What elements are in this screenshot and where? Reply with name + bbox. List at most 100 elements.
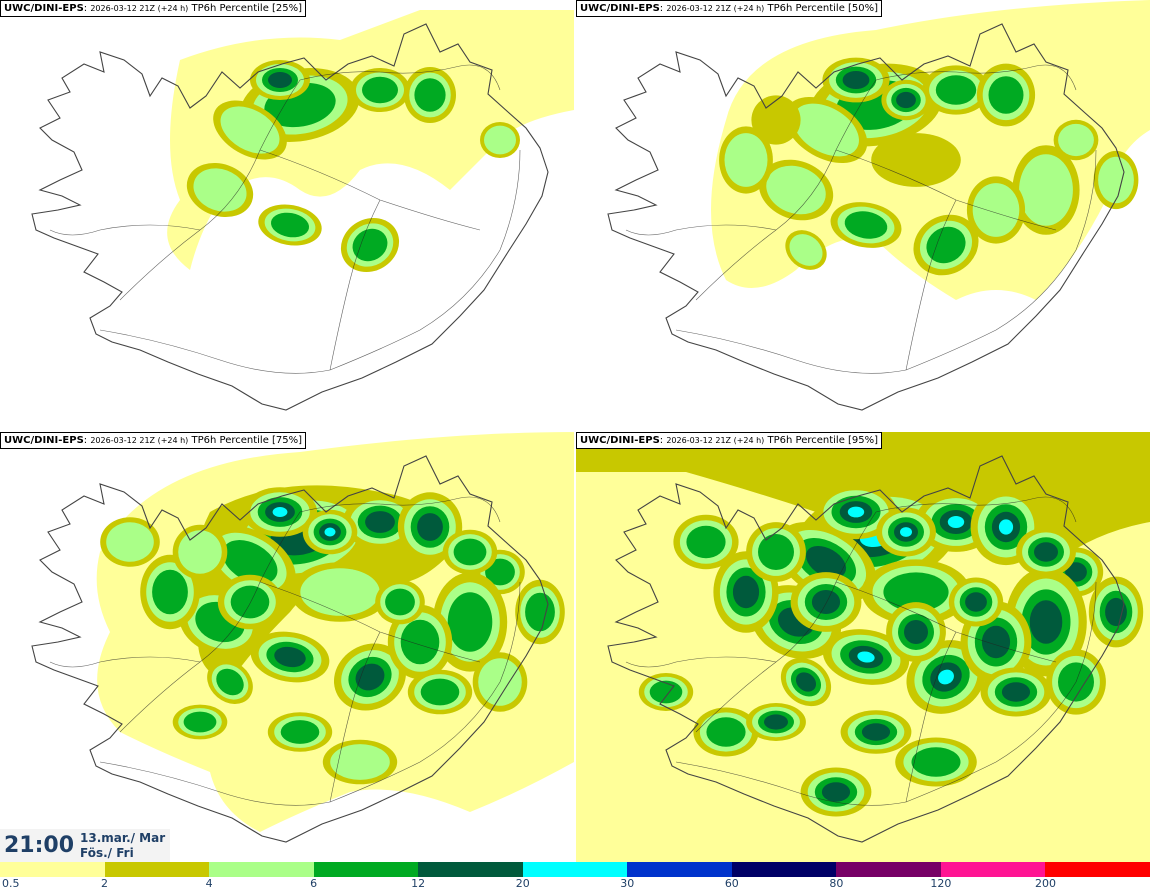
precip-contour (152, 569, 188, 615)
precip-contour (330, 744, 390, 780)
precip-contour (106, 522, 154, 562)
precip-contour (1065, 562, 1087, 582)
precip-contour (268, 72, 292, 88)
model-name: UWC/DINI-EPS (4, 435, 84, 446)
precip-contour (981, 625, 1011, 659)
road-line (49, 656, 201, 668)
coastline (607, 455, 1125, 843)
precip-contour (222, 540, 278, 584)
precip-contour (751, 95, 801, 145)
precip-contour (764, 714, 788, 730)
colorbar-tick-label: 12 (411, 877, 426, 890)
road-line (625, 224, 777, 236)
road-line (299, 496, 501, 523)
precip-contour (270, 212, 310, 238)
precip-contour (900, 527, 912, 537)
precip-contour (216, 668, 244, 696)
colorbar-segment (836, 862, 941, 877)
precip-contour (724, 133, 768, 187)
precip-contour (904, 620, 928, 644)
coastline (607, 23, 1125, 411)
run-time: 2026-03-12 21Z (+24 h) (90, 436, 189, 445)
valid-time-box: 21:00 13.mar./ Mar Fös./ Fri (0, 829, 170, 862)
precip-contour (274, 646, 306, 668)
colorbar-segment (418, 862, 523, 877)
map-panel-p75: UWC/DINI-EPS: 2026-03-12 21Z (+24 h) TP6… (0, 432, 574, 862)
colorbar-tick-label: 120 (930, 877, 952, 890)
precip-contour (649, 680, 683, 704)
precip-contour (230, 585, 270, 619)
precip-contour (447, 592, 493, 652)
colorbar-tick-label: 4 (205, 877, 213, 890)
road-line (675, 149, 1097, 374)
precip-contour (896, 91, 916, 109)
map-panel-p95: UWC/DINI-EPS: 2026-03-12 21Z (+24 h) TP6… (576, 432, 1150, 862)
precip-contour (732, 575, 760, 609)
road-line (329, 199, 381, 371)
run-time: 2026-03-12 21Z (+24 h) (666, 436, 765, 445)
colorbar-segment (940, 862, 1046, 877)
precip-contour (972, 183, 1020, 237)
precip-contour (355, 663, 385, 691)
precip-contour (178, 530, 222, 574)
model-name: UWC/DINI-EPS (580, 3, 660, 14)
precip-contour (821, 782, 851, 802)
precip-contour (453, 538, 487, 566)
precip-contour (1019, 154, 1073, 226)
precip-contour (400, 619, 440, 665)
precip-contour (857, 651, 875, 663)
field-label: TP6h Percentile [75%] (191, 435, 303, 446)
precip-contour (758, 534, 794, 570)
colorbar-segment (313, 862, 419, 877)
colorbar-tick-label: 6 (310, 877, 318, 890)
colorbar-segment (0, 862, 105, 877)
colorbar-tick-label: 60 (724, 877, 739, 890)
model-name: UWC/DINI-EPS (580, 435, 660, 446)
panel-title-p75: UWC/DINI-EPS: 2026-03-12 21Z (+24 h) TP6… (0, 432, 307, 449)
road-line (905, 199, 957, 371)
road-line (875, 64, 1077, 91)
precip-contour (842, 71, 870, 89)
precip-contour (485, 558, 515, 586)
field-label: TP6h Percentile [50%] (767, 3, 879, 14)
precip-contour (965, 592, 987, 612)
precip-colorbar (0, 862, 1150, 877)
precip-contour (193, 168, 247, 212)
road-line (119, 79, 301, 301)
road-line (875, 496, 1077, 523)
panel-title-p25: UWC/DINI-EPS: 2026-03-12 21Z (+24 h) TP6… (0, 0, 307, 17)
road-line (99, 581, 521, 806)
road-line (675, 581, 1097, 806)
precip-contour (706, 717, 746, 747)
precip-contour (385, 588, 415, 616)
road-line (49, 224, 201, 236)
precip-contour (300, 568, 380, 616)
colorbar-segment (731, 862, 837, 877)
precip-contour (805, 545, 847, 579)
map-panel-p25: UWC/DINI-EPS: 2026-03-12 21Z (+24 h) TP6… (0, 0, 574, 430)
road-line (119, 511, 301, 733)
precip-contour (183, 711, 217, 733)
colorbar-tick-label: 30 (620, 877, 635, 890)
valid-date: 13.mar./ Mar (80, 831, 166, 845)
precip-contour (793, 103, 859, 157)
precip-contour (847, 506, 865, 518)
precip-contour (795, 672, 817, 692)
map-panel-p50: UWC/DINI-EPS: 2026-03-12 21Z (+24 h) TP6… (576, 0, 1150, 430)
colorbar-segment (627, 862, 732, 877)
colorbar-segment (522, 862, 628, 877)
colorbar-segment (104, 862, 210, 877)
road-line (99, 149, 521, 374)
precip-contour (998, 519, 1014, 535)
panel-title-p50: UWC/DINI-EPS: 2026-03-12 21Z (+24 h) TP6… (576, 0, 883, 17)
precip-contour (938, 669, 954, 685)
precip-contour (324, 527, 336, 537)
precip-contour (686, 525, 726, 559)
colorbar-tick-label: 2 (101, 877, 109, 890)
precip-map-p75 (31, 432, 574, 843)
precip-contour (883, 572, 949, 612)
colorbar-tick-label: 20 (515, 877, 530, 890)
run-time: 2026-03-12 21Z (+24 h) (666, 4, 765, 13)
precip-contour (525, 592, 555, 632)
road-line (695, 511, 877, 733)
